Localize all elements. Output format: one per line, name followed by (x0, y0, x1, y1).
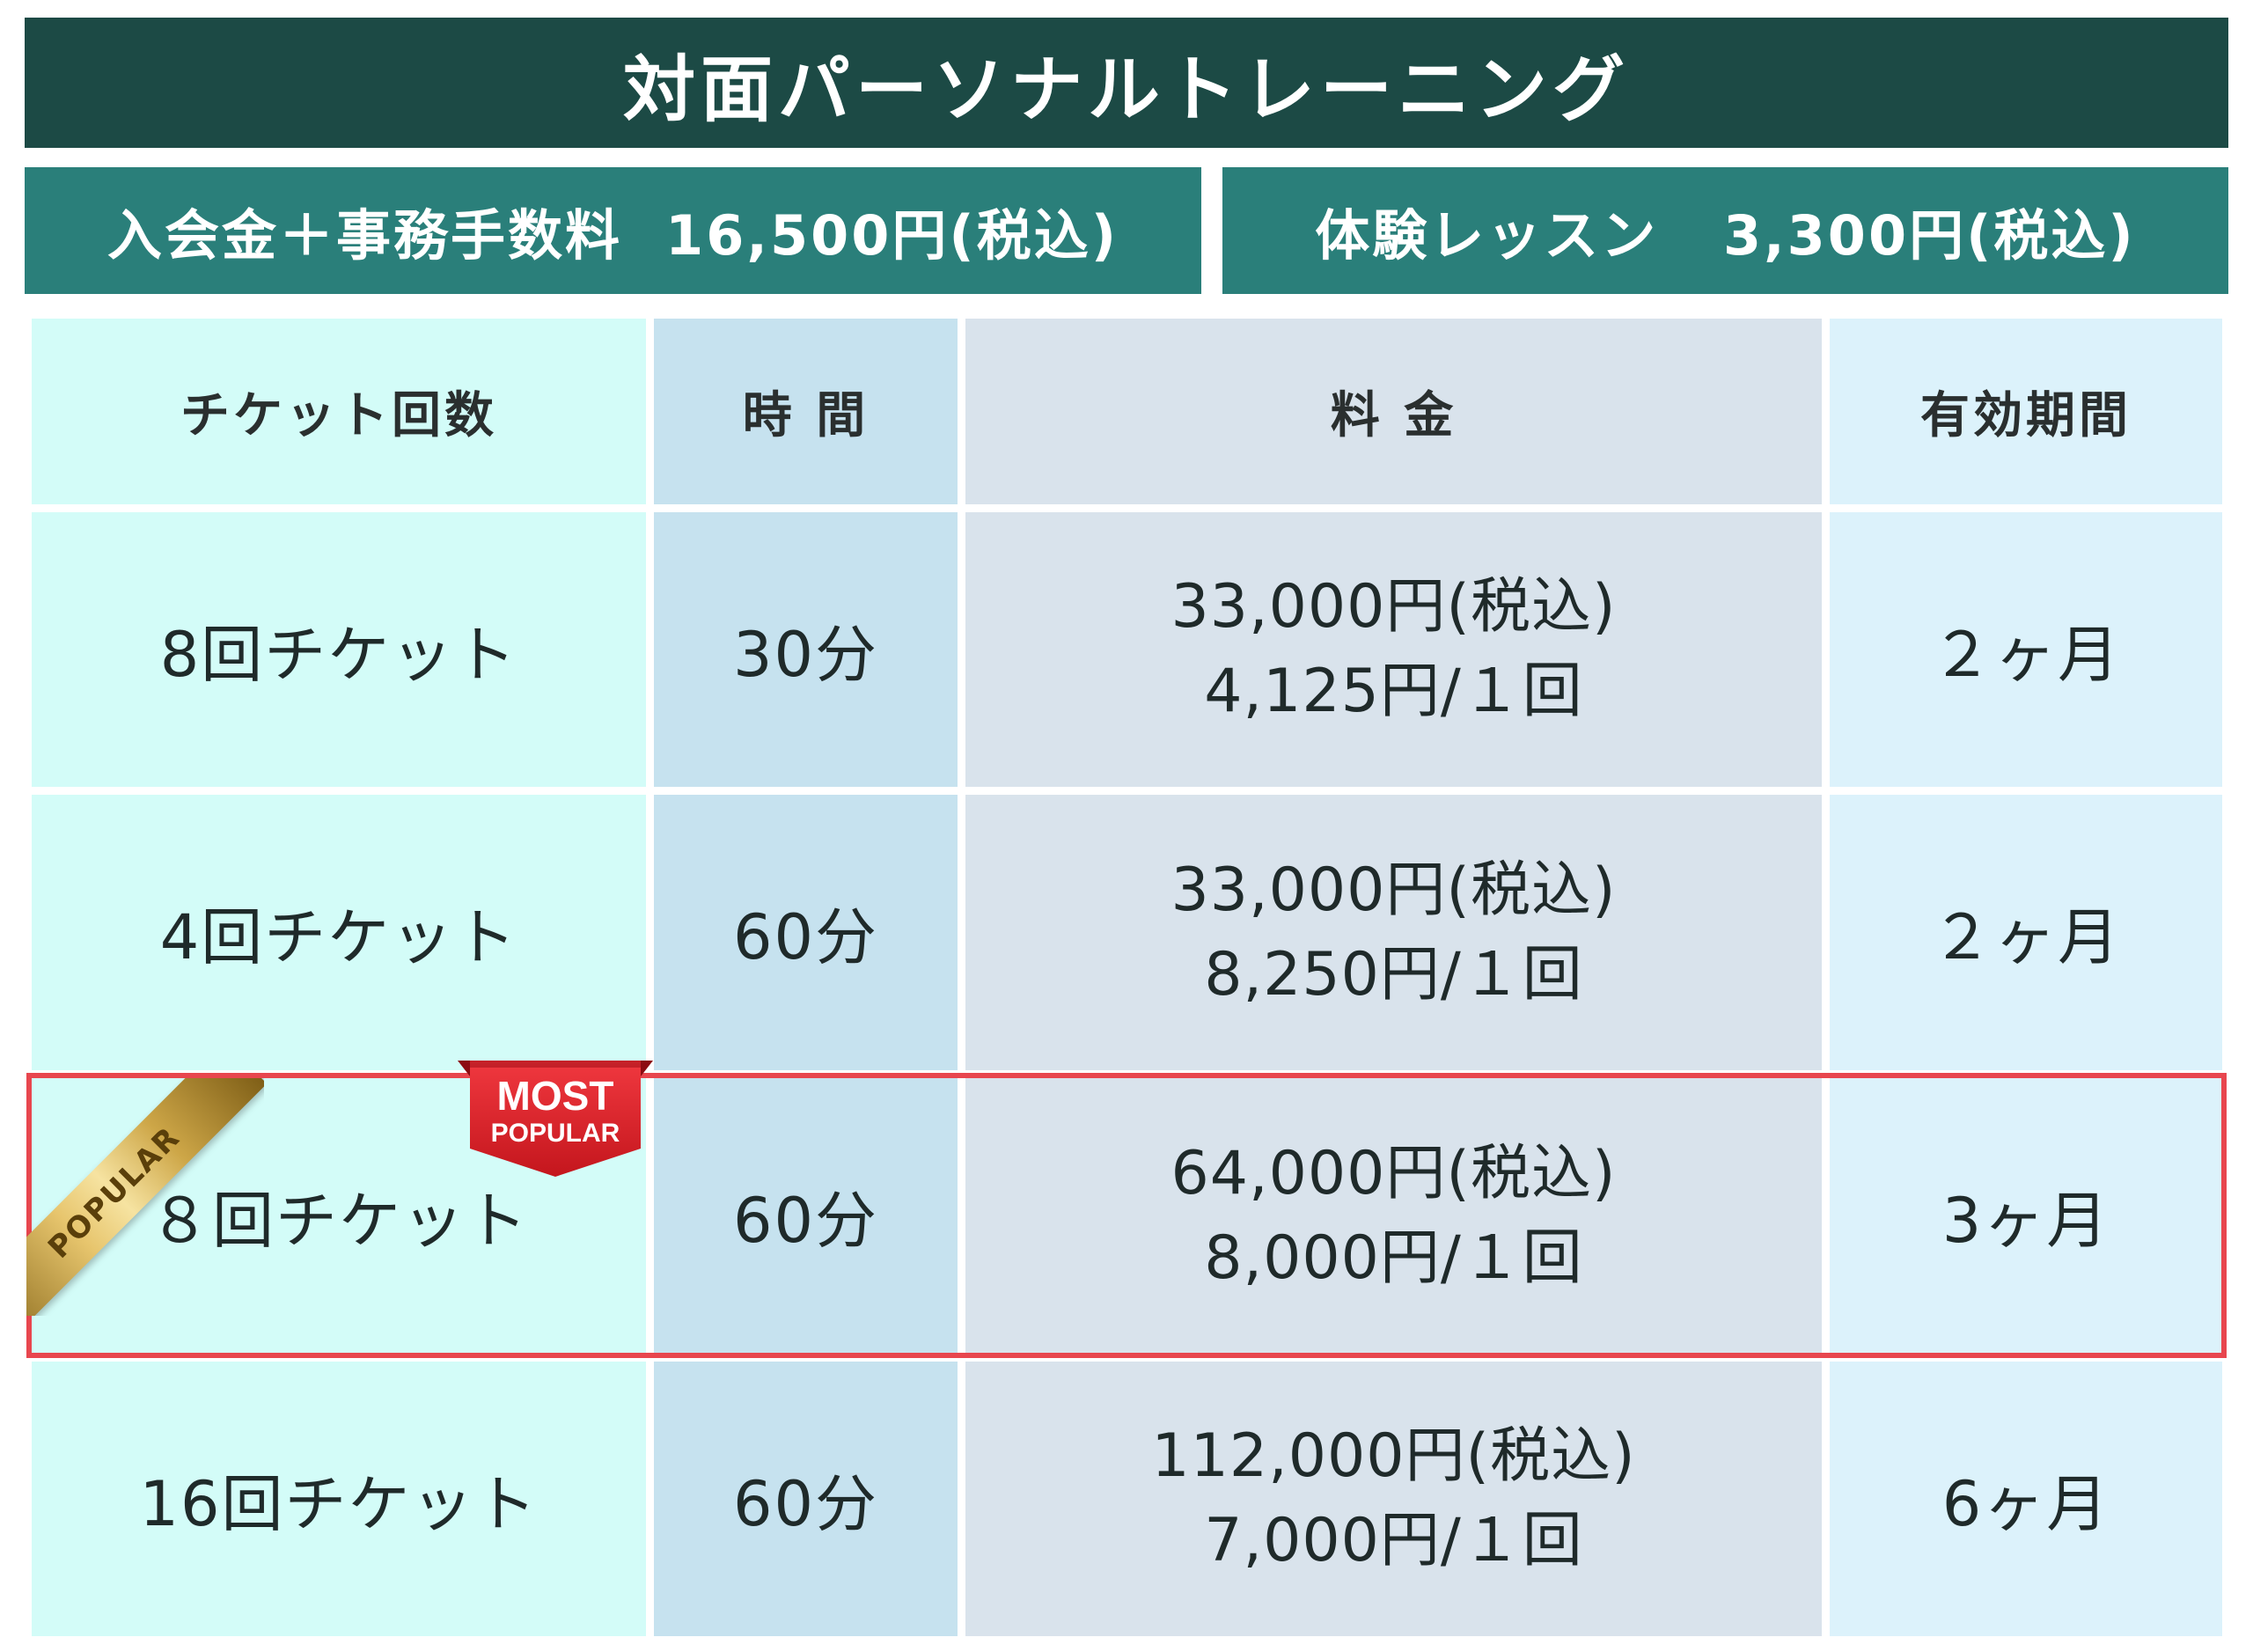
total-price: 33,000円(税込) (1171, 572, 1617, 642)
session-time: 60分 (654, 1078, 958, 1354)
session-time: 30分 (654, 512, 958, 787)
badge-line2: POPULAR (491, 1119, 620, 1148)
validity-period: 6ヶ月 (1830, 1362, 2222, 1636)
session-time: 60分 (654, 795, 958, 1070)
header-time: 時 間 (654, 319, 958, 504)
per-session-price: 8,250円/１回 (1204, 939, 1583, 1010)
per-session-price: 8,000円/１回 (1204, 1222, 1583, 1293)
session-time: 60分 (654, 1362, 958, 1636)
total-price: 112,000円(税込) (1151, 1421, 1636, 1491)
header-validity: 有効期間 (1830, 319, 2222, 504)
ticket-name: 4回チケット (32, 795, 646, 1070)
price-cell: 33,000円(税込) 8,250円/１回 (965, 795, 1822, 1070)
total-price: 33,000円(税込) (1171, 855, 1617, 925)
validity-period: ２ヶ月 (1830, 512, 2222, 787)
popular-ribbon: POPULAR (26, 1078, 264, 1316)
validity-period: 3ヶ月 (1830, 1078, 2222, 1354)
price-cell: 112,000円(税込) 7,000円/１回 (965, 1362, 1822, 1636)
per-session-price: 4,125円/１回 (1204, 657, 1583, 726)
popular-ribbon-label: POPULAR (26, 1078, 264, 1316)
price-cell: 33,000円(税込) 4,125円/１回 (965, 512, 1822, 787)
trial-lesson-fee: 体験レッスン 3,300円(税込) (1222, 167, 2228, 294)
ticket-name: 16回チケット (32, 1362, 646, 1636)
header-price: 料 金 (965, 319, 1822, 504)
ticket-name: 8回チケット (32, 512, 646, 787)
per-session-price: 7,000円/１回 (1204, 1506, 1583, 1575)
page-title: 対面パーソナルトレーニング (25, 18, 2228, 148)
header-ticket-count: チケット回数 (32, 319, 646, 504)
admission-fee: 入会金＋事務手数料 16,500円(税込) (25, 167, 1201, 294)
most-popular-badge: MOST POPULAR (458, 1061, 653, 1177)
total-price: 64,000円(税込) (1171, 1138, 1617, 1208)
badge-line1: MOST (497, 1073, 614, 1119)
validity-period: ２ヶ月 (1830, 795, 2222, 1070)
price-cell: 64,000円(税込) 8,000円/１回 (965, 1078, 1822, 1354)
